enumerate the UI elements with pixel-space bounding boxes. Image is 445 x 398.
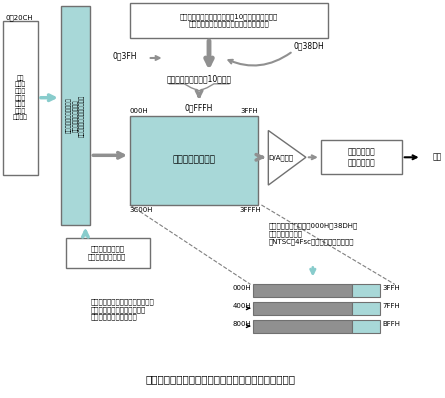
Bar xyxy=(254,320,352,333)
Bar xyxy=(4,21,38,175)
Text: 3FFH: 3FFH xyxy=(382,285,400,291)
Text: 000H: 000H xyxy=(233,285,251,291)
Text: D/A変換器: D/A変換器 xyxy=(269,154,294,161)
Text: 3FFFH: 3FFFH xyxy=(240,207,261,213)
Text: 0～20CH: 0～20CH xyxy=(5,14,33,21)
Text: 0～3FH: 0～3FH xyxy=(112,51,137,60)
Bar xyxy=(130,3,328,38)
Text: BFFH: BFFH xyxy=(382,321,400,327)
Text: クロック成分
除去フィルタ: クロック成分 除去フィルタ xyxy=(348,148,375,167)
Text: 図５　デジタル発生式カラーパターン発生器の構成例: 図５ デジタル発生式カラーパターン発生器の構成例 xyxy=(146,374,296,384)
Bar xyxy=(130,115,259,205)
Bar xyxy=(321,140,402,174)
Text: 000H: 000H xyxy=(130,107,149,113)
Bar xyxy=(352,302,380,315)
Bar xyxy=(254,285,352,297)
Text: 走査線データを切り換えるときは
メモリの上位アドレス変えて
メモリの領域を選択する: 走査線データを切り換えるときは メモリの上位アドレス変えて メモリの領域を選択す… xyxy=(90,298,154,320)
Bar xyxy=(352,320,380,333)
Text: 出力パターン選択
（上位ビット発生）: 出力パターン選択 （上位ビット発生） xyxy=(88,246,126,260)
Text: 800H: 800H xyxy=(233,321,251,327)
Text: １走査線分のデータが000H～38DHに
書き込まれている
（NTSC、4Fscサンプリングの場合）: １走査線分のデータが000H～38DHに 書き込まれている （NTSC、4Fsc… xyxy=(268,223,358,245)
Bar xyxy=(66,238,150,267)
Text: 400H: 400H xyxy=(233,303,251,309)
Text: 水平データメモリ: 水平データメモリ xyxy=(173,156,216,165)
Text: 上位６ビット　下位10ビット: 上位６ビット 下位10ビット xyxy=(166,74,232,83)
Text: 出力: 出力 xyxy=(433,153,442,162)
Polygon shape xyxy=(268,131,306,185)
Text: 3C00H: 3C00H xyxy=(130,207,154,213)
Bar xyxy=(352,285,380,297)
Text: 垂直
カウン
タ（走
査線値
を繰り
返しカ
ウント）: 垂直 カウン タ（走 査線値 を繰り 返しカ ウント） xyxy=(12,75,28,120)
Text: 7FFH: 7FFH xyxy=(382,303,400,309)
Text: 3FFH: 3FFH xyxy=(241,107,259,113)
Text: 水平パターンデータ選択
垂直アドレス（上位６
ビットアドレス）発生メモリ: 水平パターンデータ選択 垂直アドレス（上位６ ビットアドレス）発生メモリ xyxy=(66,94,85,137)
Text: 0～38DH: 0～38DH xyxy=(293,41,324,51)
Bar xyxy=(61,6,90,225)
Bar xyxy=(254,302,352,315)
Text: 水平アドレスカウンタ（下位10ビットアドレス、
水平サンプリング数を繰り返しカウント）: 水平アドレスカウンタ（下位10ビットアドレス、 水平サンプリング数を繰り返しカウ… xyxy=(180,13,278,27)
Text: 0～FFFH: 0～FFFH xyxy=(185,103,213,112)
